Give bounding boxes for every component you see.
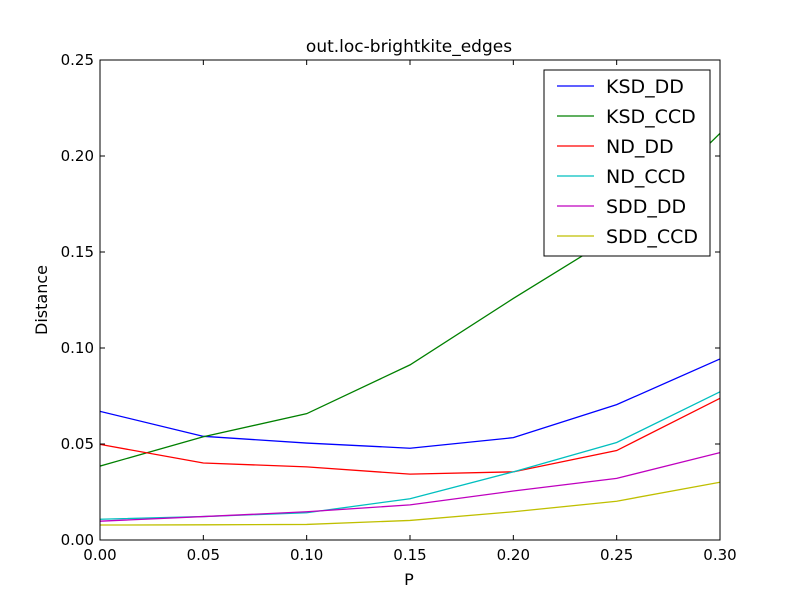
- y-tick-label: 0.25: [61, 51, 94, 69]
- series-line-ksd-dd: [100, 358, 720, 449]
- x-tick-label: 0.15: [393, 546, 426, 564]
- x-tick-label: 0.20: [497, 546, 530, 564]
- y-tick-label: 0.10: [61, 339, 94, 357]
- legend: KSD_DD KSD_CCD ND_DD ND_CCD SDD_DD SDD_CCD: [543, 69, 711, 257]
- y-tick-label: 0.00: [61, 531, 94, 549]
- legend-label: KSD_DD: [606, 76, 684, 98]
- x-tick-label: 0.05: [187, 546, 220, 564]
- x-axis-label: P: [404, 570, 414, 589]
- y-tick-label: 0.05: [61, 435, 94, 453]
- x-tick-label: 0.10: [290, 546, 323, 564]
- y-tick-label: 0.20: [61, 147, 94, 165]
- y-tick-label: 0.15: [61, 243, 94, 261]
- y-axis-label: Distance: [32, 265, 51, 335]
- legend-label: ND_CCD: [606, 166, 686, 188]
- series-lines: [100, 132, 720, 526]
- series-line-sdd-dd: [100, 452, 720, 522]
- series-line-sdd-ccd: [100, 481, 720, 526]
- legend-label: SDD_CCD: [606, 226, 698, 248]
- legend-label: SDD_DD: [606, 196, 686, 218]
- series-line-nd-dd: [100, 397, 720, 475]
- legend-label: KSD_CCD: [606, 106, 696, 128]
- x-tick-label: 0.30: [703, 546, 736, 564]
- plot-area: 0.00 0.05 0.10 0.15 0.20 0.25 0.30 0.00 0.05 0.10…: [61, 51, 737, 564]
- chart-title: out.loc-brightkite_edges: [306, 37, 512, 57]
- legend-box: [543, 69, 711, 257]
- legend-label: ND_DD: [606, 136, 674, 158]
- x-tick-label: 0.25: [600, 546, 633, 564]
- x-tick-label: 0.00: [83, 546, 116, 564]
- series-line-nd-ccd: [100, 391, 720, 520]
